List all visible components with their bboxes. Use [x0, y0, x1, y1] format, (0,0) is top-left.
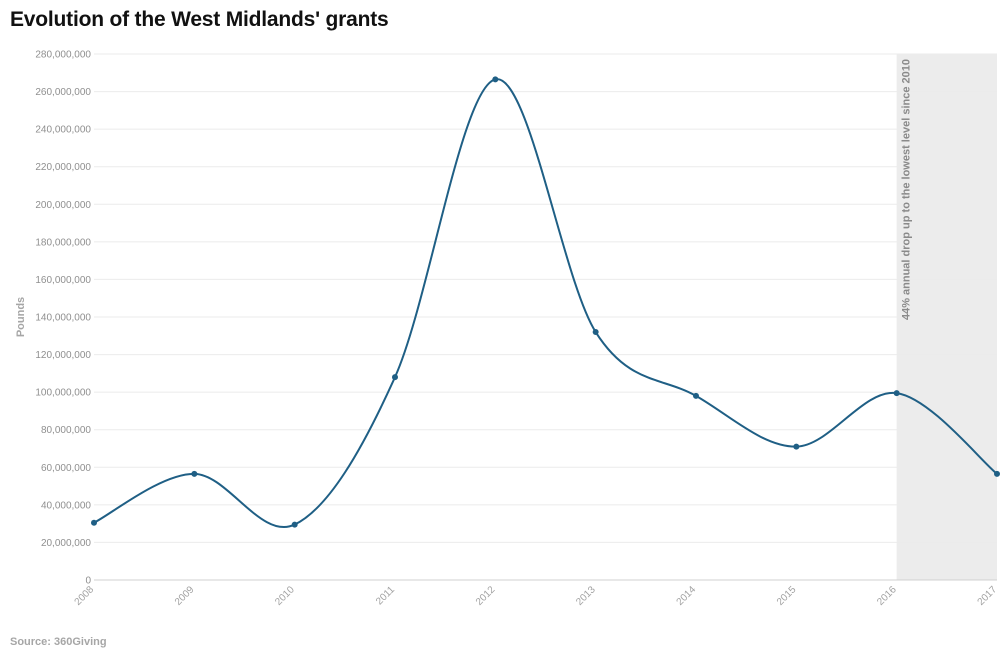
x-tick-label: 2013	[574, 584, 598, 608]
y-axis-label: Pounds	[15, 297, 27, 337]
data-point[interactable]	[592, 329, 599, 336]
chart-title: Evolution of the West Midlands' grants	[10, 8, 389, 31]
y-tick-label: 200,000,000	[35, 200, 91, 211]
grid-layer	[94, 53, 997, 581]
y-tick-label: 60,000,000	[41, 463, 91, 474]
series-line-layer	[93, 78, 998, 528]
y-tick-label: 20,000,000	[41, 538, 91, 549]
y-tick-label: 140,000,000	[35, 313, 91, 324]
data-point[interactable]	[793, 443, 800, 450]
data-point[interactable]	[91, 519, 97, 526]
source-note: Source: 360Giving	[10, 636, 107, 648]
y-tick-label: 80,000,000	[41, 425, 91, 436]
y-tick-label: 220,000,000	[35, 162, 91, 173]
y-tick-label: 160,000,000	[35, 275, 91, 286]
data-point[interactable]	[191, 470, 198, 477]
x-tick-label: 2008	[73, 584, 97, 608]
data-point[interactable]	[492, 76, 499, 83]
y-tick-label: 280,000,000	[35, 50, 91, 61]
data-point[interactable]	[291, 521, 298, 528]
y-tick-label: 0	[85, 576, 91, 587]
x-tick-label: 2015	[775, 584, 799, 608]
x-tick-label: 2012	[474, 584, 498, 608]
x-tick-label: 2010	[273, 584, 297, 608]
x-axis-ticks: 2008 2009 2010 2011 2012 2013 2014 2015 2016 2017	[73, 584, 1000, 608]
data-points	[91, 76, 1000, 528]
data-point[interactable]	[994, 470, 1000, 477]
x-tick-label: 2016	[875, 584, 899, 608]
series-line	[93, 78, 998, 528]
x-tick-label: 2014	[675, 584, 699, 608]
x-tick-label: 2017	[976, 584, 1000, 608]
y-tick-label: 240,000,000	[35, 125, 91, 136]
y-tick-label: 100,000,000	[35, 388, 91, 399]
x-tick-label: 2009	[173, 584, 197, 608]
highlight-annotation: 44% annual drop up to the lowest level s…	[901, 59, 913, 320]
data-point[interactable]	[893, 390, 900, 397]
y-tick-label: 120,000,000	[35, 350, 91, 361]
x-tick-label: 2011	[374, 584, 397, 607]
y-tick-label: 180,000,000	[35, 237, 91, 248]
y-tick-label: 260,000,000	[35, 87, 91, 98]
data-point[interactable]	[693, 392, 699, 399]
data-point[interactable]	[392, 374, 398, 381]
y-axis-ticks: 0 20,000,000 40,000,000 60,000,000 80,000,00…	[35, 50, 91, 587]
y-tick-label: 40,000,000	[41, 500, 91, 511]
